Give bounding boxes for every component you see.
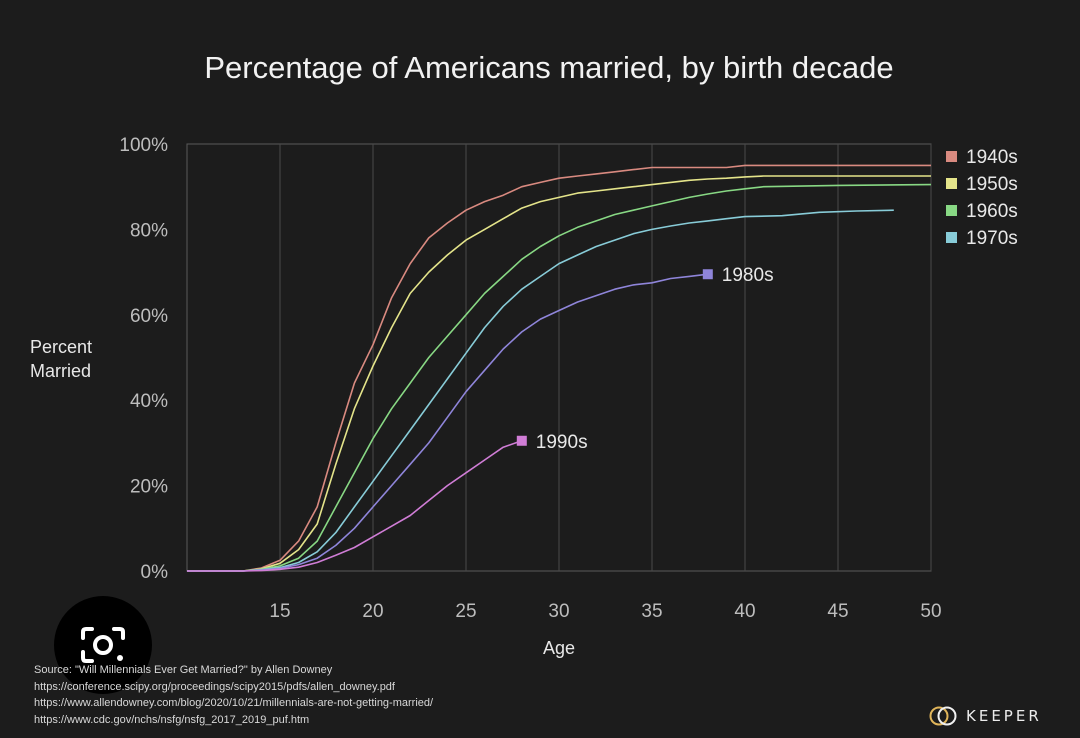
series-line-1940s bbox=[187, 164, 931, 572]
series-line-1960s bbox=[187, 183, 932, 572]
y-tick-label: 20% bbox=[130, 477, 168, 498]
source-url[interactable]: https://www.cdc.gov/nchs/nsfg/nsfg_2017_… bbox=[34, 713, 310, 726]
legend-swatch-1950s bbox=[946, 178, 957, 189]
legend-label-1940s: 1940s bbox=[966, 147, 1018, 168]
x-tick-label: 45 bbox=[827, 601, 848, 622]
series-line-1980s bbox=[187, 273, 708, 572]
series-lines bbox=[187, 164, 932, 572]
source-footer: Source: "Will Millennials Ever Get Marri… bbox=[34, 662, 433, 728]
x-tick-label: 15 bbox=[269, 601, 290, 622]
end-label-1980s: 1980s bbox=[722, 265, 774, 286]
x-tick-label: 40 bbox=[734, 601, 755, 622]
y-tick-label: 0% bbox=[141, 562, 169, 583]
x-tick-label: 35 bbox=[641, 601, 662, 622]
series-end-labels: 1980s 1990s bbox=[516, 265, 774, 453]
legend-label-1950s: 1950s bbox=[966, 174, 1018, 195]
camera-lens-button[interactable] bbox=[54, 596, 152, 694]
series-line-1970s bbox=[187, 209, 894, 572]
source-url[interactable]: https://conference.scipy.org/proceedings… bbox=[34, 680, 395, 693]
chart-grid bbox=[186, 143, 932, 572]
source-citation: Source: "Will Millennials Ever Get Marri… bbox=[34, 664, 333, 676]
y-tick-label: 40% bbox=[130, 391, 168, 412]
series-line-1990s bbox=[187, 440, 523, 572]
legend: 1940s 1950s 1960s 1970s bbox=[946, 147, 1018, 249]
legend-label-1970s: 1970s bbox=[966, 228, 1018, 249]
legend-swatch-1960s bbox=[946, 205, 957, 216]
camera-lens-icon bbox=[81, 627, 125, 663]
y-axis-label: Percent Married bbox=[30, 337, 97, 381]
chart-title: Percentage of Americans married, by birt… bbox=[204, 50, 893, 85]
end-marker-1980s bbox=[702, 269, 713, 280]
y-axis-label-line-2: Married bbox=[30, 361, 91, 381]
series-line-1950s bbox=[187, 175, 931, 572]
x-tick-label: 25 bbox=[455, 601, 476, 622]
legend-swatch-1940s bbox=[946, 151, 957, 162]
end-marker-1990s bbox=[516, 435, 527, 446]
x-axis-label: Age bbox=[543, 638, 575, 658]
x-tick-label: 50 bbox=[920, 601, 941, 622]
y-axis-label-line-1: Percent bbox=[30, 337, 92, 357]
source-url[interactable]: https://www.allendowney.com/blog/2020/10… bbox=[34, 697, 434, 709]
keeper-logo-icon bbox=[929, 706, 957, 726]
x-axis-ticks: 15 20 25 30 35 40 45 50 bbox=[269, 601, 941, 622]
y-tick-label: 60% bbox=[130, 306, 168, 327]
x-tick-label: 20 bbox=[362, 601, 383, 622]
end-label-1990s: 1990s bbox=[536, 432, 588, 453]
y-tick-label: 100% bbox=[119, 135, 168, 156]
y-tick-label: 80% bbox=[130, 220, 168, 241]
y-axis-ticks: 0% 20% 40% 60% 80% 100% bbox=[119, 135, 168, 583]
brand-name: KEEPER bbox=[966, 707, 1042, 725]
keeper-brand: KEEPER bbox=[928, 704, 1042, 728]
legend-swatch-1970s bbox=[946, 232, 957, 243]
legend-label-1960s: 1960s bbox=[966, 201, 1018, 222]
x-tick-label: 30 bbox=[548, 601, 569, 622]
